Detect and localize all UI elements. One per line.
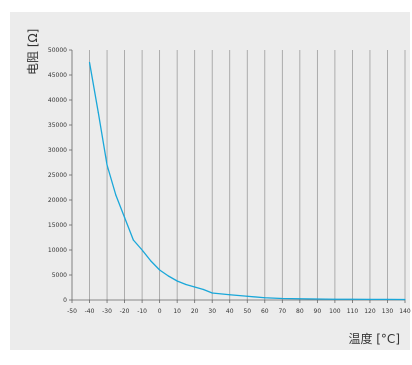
- data-point-0-16: [246, 295, 248, 297]
- series-lines: [88, 61, 406, 301]
- data-point-0-23: [369, 298, 371, 300]
- y-tick-label-0: 0: [63, 297, 67, 304]
- grid-lines: [89, 50, 406, 300]
- y-tick-label-45000: 45000: [48, 72, 67, 79]
- data-point-0-11: [185, 283, 187, 286]
- data-point-0-9: [167, 275, 169, 277]
- data-point-0-4: [123, 216, 126, 219]
- data-point-0-22: [351, 298, 354, 300]
- data-point-0-1: [97, 111, 99, 114]
- y-tick-label-25000: 25000: [48, 172, 67, 179]
- x-tick-label-0: 0: [158, 308, 162, 315]
- y-tick-label-35000: 35000: [48, 122, 67, 129]
- x-tick-label--50: -50: [67, 308, 77, 315]
- x-tick-label-100: 100: [329, 308, 341, 315]
- x-tick-label--10: -10: [137, 308, 147, 315]
- x-tick-label-20: 20: [191, 308, 199, 315]
- y-tick-label-20000: 20000: [48, 197, 67, 204]
- data-point-0-24: [386, 298, 389, 300]
- data-point-0-12: [194, 286, 196, 288]
- y-tick-label-10000: 10000: [48, 247, 67, 254]
- data-point-0-7: [150, 260, 152, 262]
- data-point-0-14: [211, 292, 213, 294]
- x-tick-label-50: 50: [243, 308, 251, 315]
- x-tick-label-120: 120: [364, 308, 376, 315]
- x-tick-label--30: -30: [102, 308, 112, 315]
- x-axis-label: 温度 [°C]: [348, 332, 400, 346]
- x-tick-label-140: 140: [399, 308, 411, 315]
- y-tick-label-40000: 40000: [48, 97, 67, 104]
- y-ticks: 0 5000 10000 15000 20000 25000 30000 35000 40000…: [48, 47, 72, 304]
- x-tick-label--40: -40: [85, 308, 95, 315]
- data-point-0-3: [115, 194, 117, 196]
- x-tick-label--20: -20: [120, 308, 130, 315]
- data-point-0-6: [141, 249, 143, 251]
- y-tick-label-30000: 30000: [48, 147, 67, 154]
- data-point-0-15: [229, 294, 231, 296]
- x-tick-label-130: 130: [382, 308, 394, 315]
- data-point-0-17: [264, 297, 266, 299]
- y-axis-label: 电阻 [Ω]: [26, 28, 40, 75]
- x-tick-label-70: 70: [278, 308, 286, 315]
- series-line-0: [88, 62, 406, 301]
- y-tick-label-15000: 15000: [48, 222, 67, 229]
- x-tick-label-40: 40: [226, 308, 234, 315]
- data-point-0-8: [159, 269, 161, 271]
- data-point-0-25: [404, 298, 406, 301]
- data-point-0-21: [334, 298, 336, 300]
- data-point-0-19: [299, 298, 301, 300]
- x-ticks: -50 -40 -30 -20 -10 0 10 20 30 40 50 60 70 80 90 100 110…: [67, 300, 411, 315]
- x-tick-label-110: 110: [347, 308, 359, 315]
- x-tick-label-30: 30: [208, 308, 216, 315]
- data-point-0-0: [88, 61, 91, 64]
- data-point-0-5: [132, 239, 134, 241]
- x-tick-label-60: 60: [261, 308, 269, 315]
- data-point-0-13: [202, 288, 205, 291]
- y-tick-label-50000: 50000: [48, 47, 67, 54]
- x-tick-label-80: 80: [296, 308, 304, 315]
- data-point-0-10: [176, 280, 178, 282]
- x-tick-label-90: 90: [314, 308, 322, 315]
- y-tick-label-5000: 5000: [52, 272, 67, 279]
- data-point-0-20: [316, 298, 318, 300]
- x-tick-label-10: 10: [173, 308, 181, 315]
- chart-panel: [10, 12, 410, 350]
- axes: [71, 50, 405, 301]
- data-point-0-2: [106, 164, 108, 166]
- data-point-0-18: [281, 297, 283, 300]
